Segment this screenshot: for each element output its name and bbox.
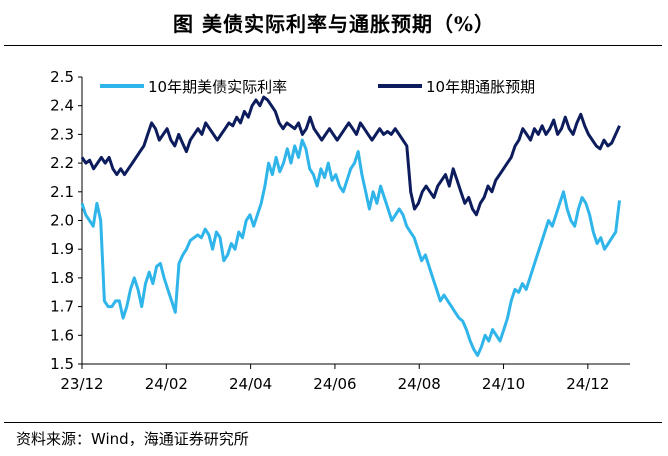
- y-tick-label: 2.4: [50, 97, 74, 115]
- chart-title: 图 美债实际利率与通胀预期（%）: [173, 12, 495, 36]
- source-note: 资料来源：Wind，海通证券研究所: [16, 430, 249, 448]
- y-tick-label: 1.8: [50, 269, 74, 287]
- x-tick-label: 24/06: [313, 375, 356, 393]
- y-tick-label: 2.2: [50, 154, 74, 172]
- x-tick-label: 24/08: [398, 375, 441, 393]
- legend-item-real-rate-label: 10年期美债实际利率: [148, 78, 287, 96]
- real-rate-line: [80, 138, 621, 357]
- inflation-expectation-line: [80, 95, 621, 217]
- x-tick-label: 24/12: [566, 375, 609, 393]
- y-tick-label: 1.5: [50, 355, 74, 373]
- y-tick-label: 2.5: [50, 68, 74, 86]
- line-chart: 1.5 1.6 1.7 1.8 1.9 2.0 2.1 2.2 2.3 2.4 2.5 23/12 24…: [50, 68, 630, 393]
- y-tick-label: 2.0: [50, 212, 74, 230]
- x-tick-label: 23/12: [60, 375, 103, 393]
- series-layer: [80, 95, 621, 357]
- top-rule: [4, 45, 662, 46]
- axis-ticks: 1.5 1.6 1.7 1.8 1.9 2.0 2.1 2.2 2.3 2.4 2.5 23/12 24…: [50, 68, 609, 393]
- x-tick-label: 24/02: [145, 375, 188, 393]
- x-tick-label: 24/10: [482, 375, 525, 393]
- x-tick-label: 24/04: [229, 375, 272, 393]
- y-tick-label: 1.9: [50, 240, 74, 258]
- y-tick-label: 2.3: [50, 125, 74, 143]
- legend: 10年期美债实际利率 10年期通胀预期: [100, 78, 535, 96]
- y-tick-label: 2.1: [50, 183, 74, 201]
- legend-item-inflation-expectation-label: 10年期通胀预期: [426, 78, 535, 96]
- y-tick-label: 1.6: [50, 326, 74, 344]
- bottom-rule: [4, 422, 662, 423]
- y-tick-label: 1.7: [50, 298, 74, 316]
